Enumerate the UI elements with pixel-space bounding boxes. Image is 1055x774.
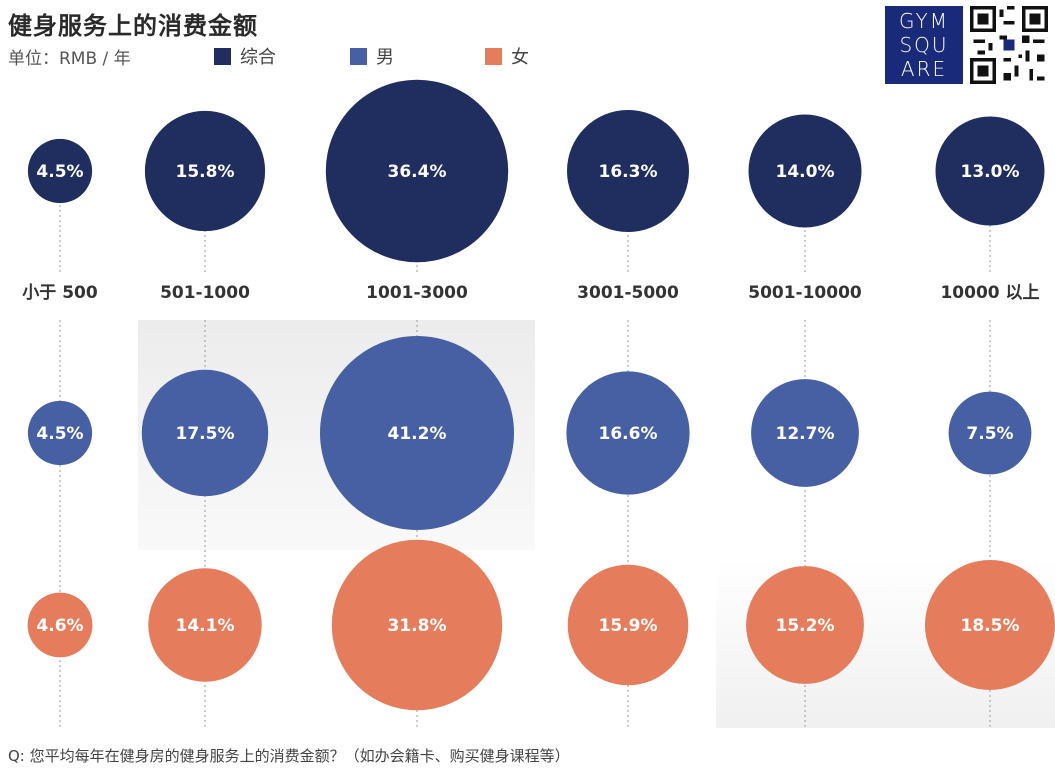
bubble-male-1 (141, 369, 269, 497)
bubble-label-female-3: 15.9% (599, 616, 658, 636)
bubble-male-4 (751, 379, 859, 487)
bubble-label-total-3: 16.3% (599, 162, 658, 182)
legend-swatch-male (350, 47, 367, 65)
bubble-label-total-2: 36.4% (388, 162, 447, 182)
chart-title: 健身服务上的消费金额 (8, 12, 258, 40)
category-label-3: 3001-5000 (577, 283, 679, 303)
bubble-female-5 (925, 560, 1055, 690)
bubble-label-male-5: 7.5% (966, 424, 1013, 444)
bubble-label-male-1: 17.5% (176, 424, 235, 444)
bubble-male-5 (948, 391, 1032, 475)
legend-label-male: 男 (376, 47, 394, 68)
qr-code-icon (970, 6, 1048, 84)
bubble-label-total-0: 4.5% (36, 162, 83, 182)
bubble-female-1 (148, 568, 262, 682)
legend-item-male: 男 (350, 43, 394, 69)
category-label-0: 小于 500 (22, 283, 98, 303)
gymsquare-logo: GYM SQU ARE (885, 6, 963, 84)
legend-swatch-total (214, 47, 231, 65)
legend-swatch-female (485, 47, 502, 65)
logo-line-3: ARE (900, 57, 948, 81)
logo-line-1: GYM (899, 9, 949, 33)
bubble-female-3 (567, 564, 689, 686)
bubble-male-3 (566, 371, 690, 495)
bubble-label-total-5: 13.0% (961, 162, 1020, 182)
bubble-label-total-1: 15.8% (176, 162, 235, 182)
bubble-male-0 (27, 400, 93, 466)
bubble-total-1 (144, 110, 266, 232)
legend-item-total: 综合 (214, 43, 276, 69)
legend-item-female: 女 (485, 43, 529, 69)
bubble-total-2 (325, 79, 509, 263)
bubble-label-male-4: 12.7% (776, 424, 835, 444)
bubble-label-male-0: 4.5% (36, 424, 83, 444)
bubble-female-0 (27, 592, 93, 658)
bubble-label-female-5: 18.5% (961, 616, 1020, 636)
bubble-female-4 (746, 566, 864, 684)
bubble-total-3 (567, 110, 689, 232)
bubble-total-0 (27, 138, 93, 204)
unit-label: 单位：RMB / 年 (8, 49, 131, 69)
bubble-total-5 (935, 116, 1045, 226)
bubble-total-4 (748, 114, 862, 228)
survey-question: Q: 您平均每年在健身房的健身服务上的消费金额？（如办会籍卡、购买健身课程等） (8, 747, 570, 765)
bubble-label-male-2: 41.2% (388, 424, 447, 444)
legend-label-female: 女 (511, 47, 529, 68)
bubble-label-female-0: 4.6% (36, 616, 83, 636)
bubble-label-female-4: 15.2% (776, 616, 835, 636)
logo-line-2: SQU (899, 33, 949, 57)
category-label-4: 5001-10000 (748, 283, 862, 303)
bubble-label-total-4: 14.0% (776, 162, 835, 182)
category-label-2: 1001-3000 (366, 283, 468, 303)
category-label-1: 501-1000 (160, 283, 250, 303)
bubble-label-female-1: 14.1% (176, 616, 235, 636)
legend-label-total: 综合 (240, 47, 276, 68)
bubble-female-2 (331, 539, 503, 711)
bubble-label-female-2: 31.8% (388, 616, 447, 636)
bubble-label-male-3: 16.6% (599, 424, 658, 444)
category-label-5: 10000 以上 (940, 283, 1039, 303)
bubble-male-2 (320, 336, 514, 530)
